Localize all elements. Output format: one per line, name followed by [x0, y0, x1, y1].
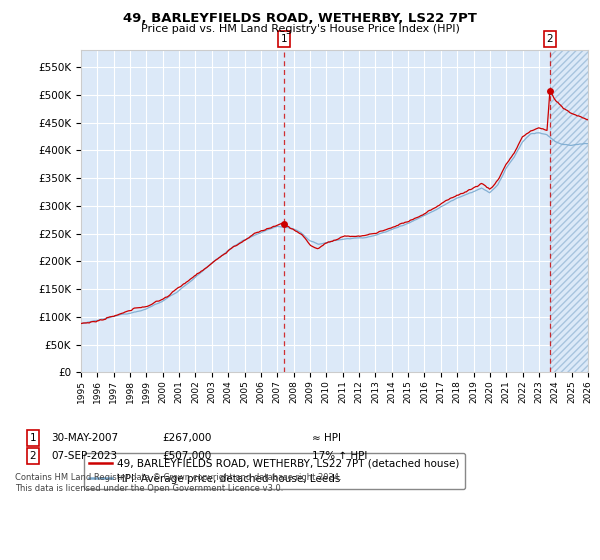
Text: £267,000: £267,000 [162, 433, 211, 443]
Text: Price paid vs. HM Land Registry's House Price Index (HPI): Price paid vs. HM Land Registry's House … [140, 24, 460, 34]
Text: Contains HM Land Registry data © Crown copyright and database right 2024.
This d: Contains HM Land Registry data © Crown c… [15, 473, 341, 493]
Text: 07-SEP-2023: 07-SEP-2023 [51, 451, 117, 461]
Text: 1: 1 [29, 433, 37, 443]
Text: 2: 2 [29, 451, 37, 461]
Bar [550, 50, 588, 372]
Text: £507,000: £507,000 [162, 451, 211, 461]
Text: 17% ↑ HPI: 17% ↑ HPI [312, 451, 367, 461]
Legend: 49, BARLEYFIELDS ROAD, WETHERBY, LS22 7PT (detached house), HPI: Average price, : 49, BARLEYFIELDS ROAD, WETHERBY, LS22 7P… [83, 453, 464, 489]
Text: 30-MAY-2007: 30-MAY-2007 [51, 433, 118, 443]
Text: 1: 1 [281, 34, 287, 44]
Text: ≈ HPI: ≈ HPI [312, 433, 341, 443]
Text: 49, BARLEYFIELDS ROAD, WETHERBY, LS22 7PT: 49, BARLEYFIELDS ROAD, WETHERBY, LS22 7P… [123, 12, 477, 25]
Text: 2: 2 [547, 34, 553, 44]
